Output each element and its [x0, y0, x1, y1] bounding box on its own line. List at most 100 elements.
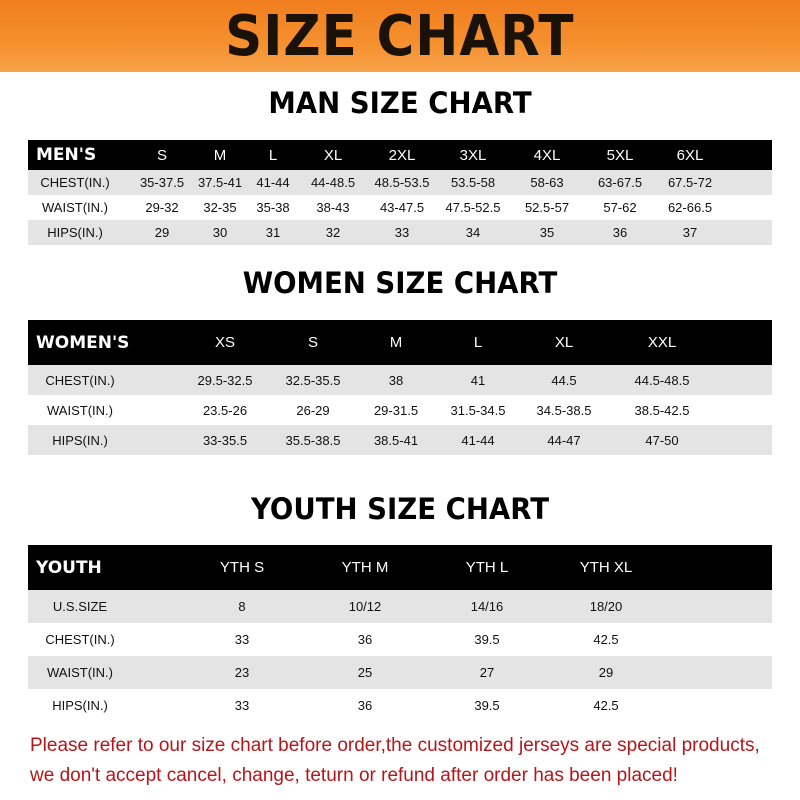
youth-title: YOUTH SIZE CHART — [250, 492, 550, 526]
table-cell: 3XL — [459, 146, 487, 164]
table-cell: M — [213, 146, 227, 164]
table-cell: 62-66.5 — [667, 200, 713, 215]
table-cell: 33 — [234, 698, 250, 713]
table-cell: YTH XL — [579, 559, 633, 576]
table-cell: 52.5-57 — [524, 200, 570, 215]
table-cell: 29.5-32.5 — [197, 372, 253, 388]
row-label: CHEST(IN.) — [45, 632, 115, 647]
row-label: WAIST(IN.) — [47, 402, 113, 418]
size-chart-banner: SIZE CHART — [0, 0, 800, 72]
table-cell: 35-37.5 — [139, 175, 185, 190]
table-cell: 31.5-34.5 — [450, 402, 506, 418]
table-cell: 67.5-72 — [667, 175, 713, 190]
women-size-table: WOMEN'S XS S M L XL XXL CHEST(IN.) 29.5-32.5 32.5… — [28, 320, 772, 455]
table-cell: 44.5-48.5 — [634, 372, 690, 388]
table-cell: 23 — [234, 665, 250, 680]
table-cell: 2XL — [388, 146, 416, 164]
table-cell: 32 — [325, 225, 341, 240]
table-cell: 30 — [212, 225, 228, 240]
banner-title: SIZE CHART — [225, 3, 575, 69]
table-cell: 31 — [265, 225, 281, 240]
row-label: CHEST(IN.) — [40, 175, 110, 190]
table-row: WAIST(IN.) 23.5-26 26-29 29-31.5 31.5-34.5 34… — [28, 395, 772, 425]
table-row: CHEST(IN.) 35-37.5 37.5-41 41-44 44-48.5 48.5… — [28, 170, 772, 195]
table-cell: 57-62 — [603, 200, 637, 215]
table-cell: 29 — [598, 665, 614, 680]
header-row: WOMEN'S XS S M L XL XXL — [28, 320, 772, 365]
table-cell: 5XL — [606, 146, 634, 164]
table-cell: 35.5-38.5 — [285, 432, 341, 448]
row-label: HIPS(IN.) — [47, 225, 103, 240]
table-cell: 42.5 — [593, 698, 619, 713]
table-cell: YTH L — [465, 559, 509, 576]
table-cell: 29 — [154, 225, 170, 240]
table-cell: 26-29 — [296, 402, 330, 418]
row-label: WAIST(IN.) — [42, 200, 108, 215]
table-cell: 14/16 — [470, 599, 504, 614]
notice-line-2: we don't accept cancel, change, teturn o… — [30, 765, 678, 786]
table-cell: 32.5-35.5 — [285, 372, 341, 388]
table-cell: 33-35.5 — [202, 432, 248, 448]
table-cell: 38.5-41 — [373, 432, 419, 448]
table-cell: 37.5-41 — [197, 175, 243, 190]
table-cell: 33 — [394, 225, 410, 240]
women-title: WOMEN SIZE CHART — [242, 266, 558, 300]
notice-line-1: Please refer to our size chart before or… — [30, 735, 760, 756]
table-cell: XL — [323, 146, 343, 164]
table-cell: 34 — [465, 225, 481, 240]
table-cell: XL — [554, 334, 574, 351]
table-row: CHEST(IN.) 29.5-32.5 32.5-35.5 38 41 44.5 44.5… — [28, 365, 772, 395]
table-cell: XS — [214, 334, 236, 351]
row-label: HIPS(IN.) — [52, 432, 108, 448]
table-cell: 38.5-42.5 — [634, 402, 690, 418]
table-cell: 38-43 — [316, 200, 350, 215]
table-cell: 8 — [238, 599, 246, 614]
table-cell: 4XL — [533, 146, 561, 164]
table-cell: L — [473, 334, 483, 351]
table-row: HIPS(IN.) 29 30 31 32 33 34 35 36 37 — [28, 220, 772, 245]
table-cell: 18/20 — [589, 599, 623, 614]
table-cell: 39.5 — [474, 632, 500, 647]
table-cell: 39.5 — [474, 698, 500, 713]
men-size-table: MEN'S S M L XL 2XL 3XL 4XL 5XL 6XL CHEST(IN.) 35-37… — [28, 140, 772, 245]
row-label: MEN'S — [36, 145, 97, 165]
table-cell: 53.5-58 — [450, 175, 496, 190]
table-cell: 10/12 — [348, 599, 382, 614]
row-label: YOUTH — [36, 557, 102, 578]
table-cell: 29-32 — [145, 200, 179, 215]
table-cell: 41 — [470, 372, 486, 388]
table-cell: 36 — [357, 698, 373, 713]
table-row: WAIST(IN.) 29-32 32-35 35-38 38-43 43-47.5 47.… — [28, 195, 772, 220]
table-cell: 47.5-52.5 — [445, 200, 501, 215]
table-cell: 44-47 — [547, 432, 581, 448]
table-row: HIPS(IN.) 33 36 39.5 42.5 — [28, 689, 772, 722]
table-cell: 63-67.5 — [597, 175, 643, 190]
table-cell: 41-44 — [461, 432, 495, 448]
table-cell: 44-48.5 — [310, 175, 356, 190]
row-label: WAIST(IN.) — [47, 665, 113, 680]
row-label: U.S.SIZE — [52, 599, 108, 614]
table-cell: 48.5-53.5 — [374, 175, 430, 190]
table-cell: S — [307, 334, 319, 351]
row-label: CHEST(IN.) — [45, 372, 115, 388]
table-cell: 32-35 — [203, 200, 237, 215]
table-cell: L — [268, 146, 278, 164]
table-row: WAIST(IN.) 23 25 27 29 — [28, 656, 772, 689]
table-cell: 35-38 — [256, 200, 290, 215]
table-cell: M — [389, 334, 403, 351]
table-cell: 6XL — [676, 146, 704, 164]
table-cell: 47-50 — [645, 432, 679, 448]
table-row: U.S.SIZE 8 10/12 14/16 18/20 — [28, 590, 772, 623]
table-cell: 42.5 — [593, 632, 619, 647]
table-row: CHEST(IN.) 33 36 39.5 42.5 — [28, 623, 772, 656]
table-cell: 35 — [539, 225, 555, 240]
header-row: MEN'S S M L XL 2XL 3XL 4XL 5XL 6XL — [28, 140, 772, 170]
row-label: WOMEN'S — [36, 332, 130, 353]
men-title: MAN SIZE CHART — [268, 86, 532, 120]
table-cell: YTH S — [219, 559, 265, 576]
row-label: HIPS(IN.) — [52, 698, 108, 713]
table-cell: XXL — [647, 334, 677, 351]
table-cell: 41-44 — [256, 175, 290, 190]
table-cell: 27 — [479, 665, 495, 680]
table-cell: 44.5 — [551, 372, 577, 388]
